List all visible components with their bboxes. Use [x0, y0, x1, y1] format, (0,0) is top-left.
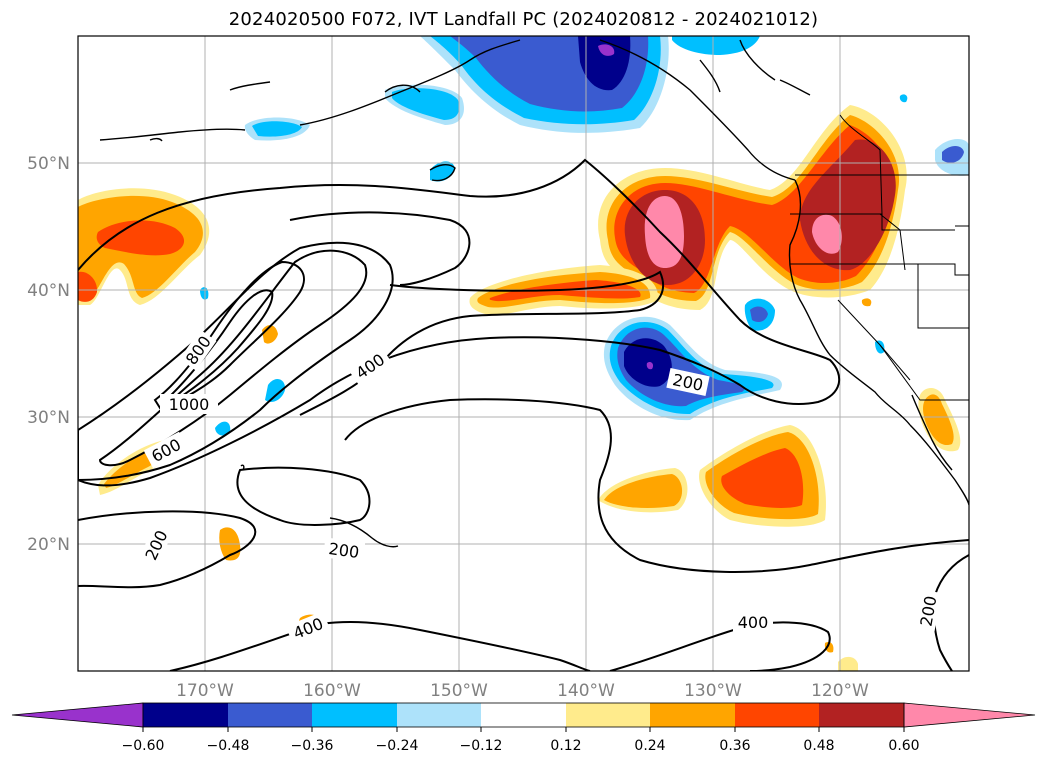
colorbar-segment: [228, 703, 312, 727]
anomaly-region: [942, 146, 964, 163]
colorbar-segment: [566, 703, 650, 727]
colorbar-extend-left: [11, 702, 144, 728]
anomaly-region: [721, 448, 804, 508]
lon-label-130w: 130°W: [684, 681, 742, 701]
anomaly-region: [265, 378, 286, 402]
colorbar-tick-label: 0.36: [719, 738, 750, 754]
lat-label-50n: 50°N: [27, 154, 70, 174]
colorbar: −0.60 −0.48 −0.36 −0.24 −0.12 0.12 0.24 …: [11, 702, 1036, 754]
anomaly-region: [646, 361, 654, 370]
lat-label-20n: 20°N: [27, 535, 70, 555]
colorbar-segment: [481, 703, 566, 727]
lat-label-30n: 30°N: [27, 408, 70, 428]
lon-label-160w: 160°W: [303, 681, 361, 701]
contour-200: [78, 158, 841, 487]
lat-labels: 50°N 40°N 30°N 20°N: [27, 154, 70, 555]
contour-400: [289, 211, 471, 286]
colorbar-frame: [142, 702, 905, 728]
anomaly-region: [578, 36, 631, 91]
anomaly-region: [604, 474, 683, 508]
anomaly-region: [899, 94, 908, 103]
colorbar-tick-label: 0.24: [634, 738, 665, 754]
colorbar-tick-label: 0.12: [550, 738, 581, 754]
lat-label-40n: 40°N: [27, 281, 70, 301]
contour-400: [169, 621, 591, 671]
map-title: 2024020500 F072, IVT Landfall PC (202402…: [228, 9, 819, 30]
colorbar-tick-label: 0.48: [803, 738, 834, 754]
colorbar-tick-label: −0.60: [122, 738, 165, 754]
negative-anomaly-fills: [200, 36, 969, 436]
contour-400: [609, 621, 831, 671]
anomaly-region: [78, 271, 98, 302]
contour-label: 1000: [169, 395, 210, 414]
colorbar-tick-label: −0.12: [460, 738, 503, 754]
anomaly-region: [812, 214, 842, 254]
anomaly-region: [96, 220, 185, 256]
colorbar-tick-label: −0.48: [207, 738, 250, 754]
contour-label: 200: [327, 539, 360, 562]
map-frame: [77, 35, 970, 672]
lon-label-150w: 150°W: [430, 681, 488, 701]
colorbar-tick-label: −0.24: [376, 738, 419, 754]
lon-label-120w: 120°W: [811, 681, 869, 701]
contour-200: [236, 466, 371, 526]
colorbar-tick-label: 0.60: [888, 738, 919, 754]
colorbar-segment: [143, 703, 228, 727]
colorbar-extend-right: [903, 702, 1036, 728]
anomaly-region: [824, 642, 834, 653]
ivt-contours: [78, 158, 969, 671]
colorbar-segment: [397, 703, 481, 727]
anomaly-region: [672, 36, 760, 55]
anomaly-region: [923, 394, 954, 446]
anomaly-region: [215, 421, 231, 436]
anomaly-region: [644, 196, 684, 268]
colorbar-segment: [312, 703, 397, 727]
contour-label: 400: [738, 613, 769, 632]
anomaly-region: [392, 88, 460, 120]
colorbar-segment: [735, 703, 819, 727]
anomaly-region: [875, 340, 885, 354]
anomaly-region: [252, 121, 302, 137]
lon-labels: 170°W 160°W 150°W 140°W 130°W 120°W: [176, 681, 869, 701]
anomaly-region: [861, 298, 872, 307]
anomaly-region: [598, 44, 615, 56]
anomaly-region: [838, 656, 858, 671]
anomaly-region: [750, 306, 768, 322]
colorbar-segment: [819, 703, 904, 727]
political-borders: [790, 114, 969, 401]
colorbar-segment: [650, 703, 735, 727]
contour-200: [344, 398, 969, 573]
lon-label-170w: 170°W: [176, 681, 234, 701]
contour-200: [78, 510, 257, 589]
coastlines: [99, 39, 969, 548]
lon-label-140w: 140°W: [557, 681, 615, 701]
colorbar-tick-label: −0.36: [291, 738, 334, 754]
positive-anomaly-fills: [78, 105, 961, 671]
